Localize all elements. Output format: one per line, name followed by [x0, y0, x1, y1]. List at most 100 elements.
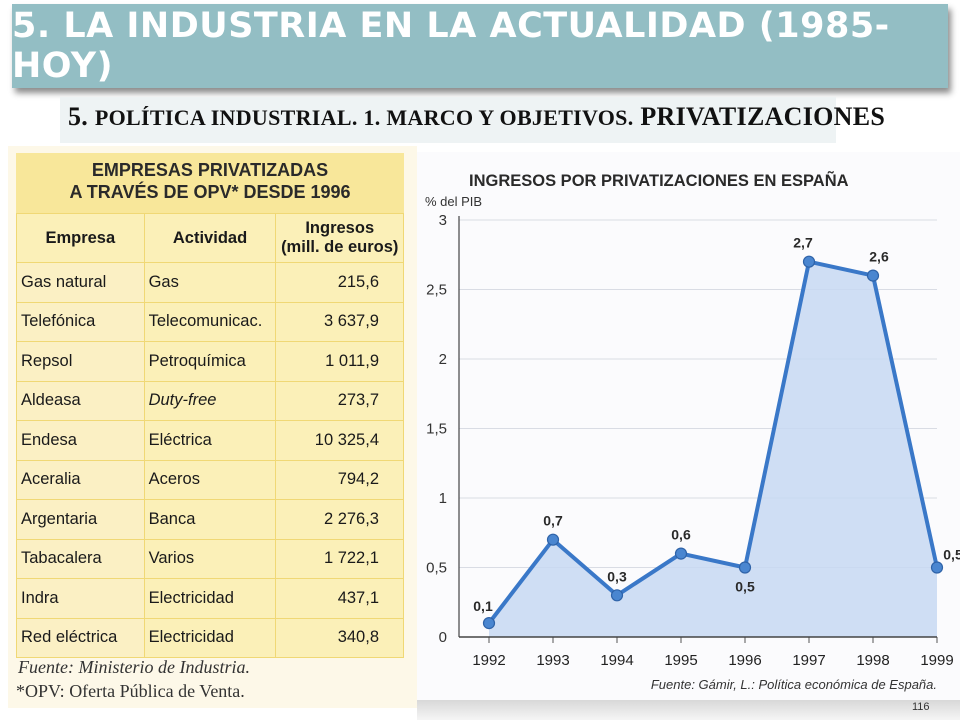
y-tick-label: 3: [439, 212, 447, 229]
actividad-cell: Telecomunicac.: [143, 301, 277, 342]
x-tick-label: 1992: [472, 652, 505, 669]
empresa-cell: Telefónica: [16, 301, 145, 342]
y-tick-label: 2: [439, 351, 447, 368]
opv-note: *OPV: Oferta Pública de Venta.: [16, 681, 245, 702]
table-row: Gas natural Gas 215,6: [16, 262, 404, 303]
opv-note-prefix: *OPV:: [16, 681, 70, 701]
x-tick-label: 1993: [536, 652, 569, 669]
ingresos-cell: 794,2: [275, 459, 404, 500]
x-tick-label: 1996: [728, 652, 761, 669]
table-row: Endesa Eléctrica 10 325,4: [16, 420, 404, 461]
data-point: [482, 617, 496, 630]
table-row: Argentaria Banca 2 276,3: [16, 499, 404, 540]
empresa-cell: Aceralia: [16, 459, 145, 500]
area-fill: [489, 261, 937, 637]
data-point: [802, 255, 816, 268]
data-label: 0,3: [607, 568, 627, 584]
empresa-cell: Gas natural: [16, 262, 145, 303]
actividad-cell: Varios: [143, 538, 277, 579]
empresa-cell: Endesa: [16, 420, 145, 461]
subtitle-smallcaps: POLÍTICA INDUSTRIAL. 1. MARCO Y OBJETIVO…: [94, 105, 634, 130]
actividad-cell: Duty-free: [143, 380, 277, 421]
table-row: Telefónica Telecomunicac. 3 637,9: [16, 301, 404, 342]
y-axis-label: % del PIB: [425, 194, 482, 209]
opv-note-text: Oferta Pública de Venta.: [69, 681, 245, 701]
actividad-cell: Eléctrica: [143, 420, 277, 461]
x-tick-label: 1995: [664, 652, 697, 669]
y-tick-label: 2,5: [426, 282, 447, 299]
table-row: Aceralia Aceros 794,2: [16, 459, 404, 500]
subtitle-band: [60, 97, 836, 143]
column-header-ingresos-line2: (mill. de euros): [281, 238, 399, 256]
y-tick-label: 1,5: [426, 421, 447, 438]
data-label: 2,6: [869, 249, 889, 265]
data-point: [866, 269, 880, 282]
column-header-empresa: Empresa: [16, 213, 145, 263]
ingresos-cell: 2 276,3: [275, 499, 404, 540]
table-row: Aldeasa Duty-free 273,7: [16, 380, 404, 421]
data-label: 0,5: [943, 547, 960, 563]
subtitle-suffix: PRIVATIZACIONES: [633, 102, 886, 131]
column-header-ingresos: Ingresos (mill. de euros): [275, 213, 404, 263]
data-point: [674, 547, 688, 560]
subtitle: 5. POLÍTICA INDUSTRIAL. 1. MARCO Y OBJET…: [68, 102, 885, 132]
x-tick-label: 1997: [792, 652, 825, 669]
chart-panel: INGRESOS POR PRIVATIZACIONES EN ESPAÑA % …: [417, 152, 960, 700]
table-heading-line2: A TRAVÉS DE OPV* DESDE 1996: [69, 182, 351, 202]
ingresos-cell: 10 325,4: [275, 420, 404, 461]
privatization-chart: INGRESOS POR PRIVATIZACIONES EN ESPAÑA % …: [425, 170, 960, 692]
data-point: [738, 561, 752, 574]
actividad-cell: Petroquímica: [143, 341, 277, 382]
empresa-cell: Red eléctrica: [16, 617, 145, 658]
data-point: [610, 589, 624, 602]
ingresos-cell: 1 722,1: [275, 538, 404, 579]
actividad-cell: Aceros: [143, 459, 277, 500]
data-label: 2,7: [793, 235, 813, 251]
empresa-cell: Indra: [16, 578, 145, 619]
data-label: 0,7: [543, 513, 563, 529]
series-line: [487, 259, 939, 625]
ingresos-cell: 1 011,9: [275, 341, 404, 382]
empresa-cell: Tabacalera: [16, 538, 145, 579]
actividad-cell: Banca: [143, 499, 277, 540]
ingresos-cell: 340,8: [275, 617, 404, 658]
empresa-cell: Repsol: [16, 341, 145, 382]
ingresos-cell: 215,6: [275, 262, 404, 303]
ingresos-cell: 3 637,9: [275, 301, 404, 342]
actividad-cell: Electricidad: [143, 578, 277, 619]
page-number: 116: [912, 701, 930, 713]
table-row: Indra Electricidad 437,1: [16, 578, 404, 619]
column-header-ingresos-line1: Ingresos: [305, 219, 375, 237]
data-point: [546, 533, 560, 546]
table-heading: EMPRESAS PRIVATIZADAS A TRAVÉS DE OPV* D…: [16, 153, 404, 213]
page-title: 5. LA INDUSTRIA EN LA ACTUALIDAD (1985-H…: [12, 6, 890, 86]
ingresos-cell: 273,7: [275, 380, 404, 421]
data-label: 0,1: [473, 598, 493, 614]
ingresos-cell: 437,1: [275, 578, 404, 619]
title-banner: 5. LA INDUSTRIA EN LA ACTUALIDAD (1985-H…: [12, 4, 948, 88]
chart-source: Fuente: Gámir, L.: Política económica de…: [651, 677, 937, 692]
table-header-row: Empresa Actividad Ingresos (mill. de euro…: [16, 213, 404, 263]
table-row: Red eléctrica Electricidad 340,8: [16, 617, 404, 658]
table-row: Repsol Petroquímica 1 011,9: [16, 341, 404, 382]
empresa-cell: Argentaria: [16, 499, 145, 540]
chart-shadow: [417, 700, 960, 720]
data-label: 0,6: [671, 527, 691, 543]
table-row: Tabacalera Varios 1 722,1: [16, 538, 404, 579]
y-tick-label: 1: [439, 490, 447, 507]
column-header-actividad: Actividad: [143, 213, 277, 263]
table-heading-line1: EMPRESAS PRIVATIZADAS: [91, 160, 329, 180]
actividad-cell: Electricidad: [143, 617, 277, 658]
y-tick-label: 0,5: [426, 560, 447, 577]
empresa-cell: Aldeasa: [16, 380, 145, 421]
x-tick-label: 1994: [600, 652, 633, 669]
y-tick-label: 0: [439, 629, 447, 646]
actividad-cell: Gas: [143, 262, 277, 303]
data-label: 0,5: [735, 579, 755, 595]
x-tick-label: 1998: [856, 652, 889, 669]
table-source: Fuente: Ministerio de Industria.: [18, 657, 250, 677]
chart-title: INGRESOS POR PRIVATIZACIONES EN ESPAÑA: [469, 170, 849, 190]
data-point: [930, 561, 944, 574]
privatizations-table: Empresa Actividad Ingresos (mill. de euro…: [16, 213, 404, 658]
subtitle-prefix: 5.: [68, 102, 95, 131]
